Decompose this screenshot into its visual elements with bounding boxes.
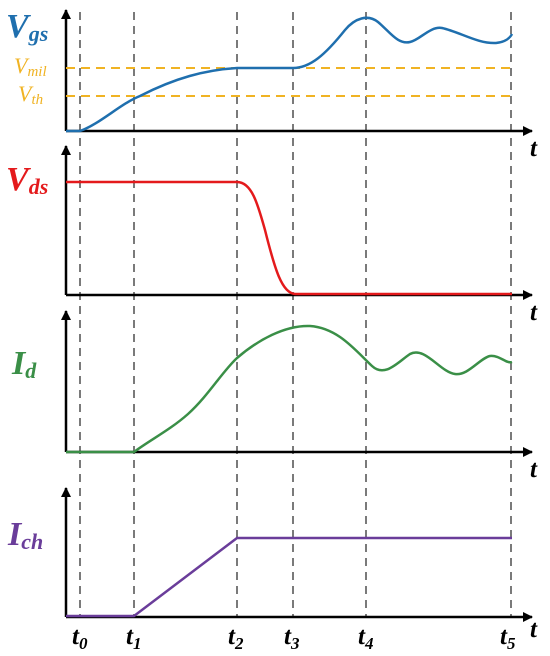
panel-vgs: Vgs Vmil Vth t [6, 8, 538, 162]
panel-ich: Ich t [7, 487, 538, 643]
ich-t-axis-label: t [530, 616, 538, 643]
t4-label: t4 [358, 623, 373, 653]
vth-label: Vth [18, 81, 43, 108]
id-t-axis-label: t [530, 456, 538, 483]
vgs-waveform [66, 16, 514, 133]
vgs-label: Vgs [6, 8, 48, 46]
id-label: Id [11, 345, 37, 383]
vds-waveform [66, 180, 512, 296]
vds-t-axis-label: t [530, 299, 538, 326]
panel-id: Id t [11, 310, 538, 483]
ich-waveform [66, 536, 512, 618]
vds-label: Vds [6, 161, 48, 199]
t0-label: t0 [72, 623, 88, 653]
t5-label: t5 [500, 623, 516, 653]
t3-label: t3 [284, 623, 300, 653]
t1-label: t1 [126, 623, 141, 653]
vgs-t-axis-label: t [530, 135, 538, 162]
time-marker-labels: t0 t1 t2 t3 t4 t5 [72, 623, 516, 653]
panel-vds: Vds t [6, 145, 538, 326]
vmil-label: Vmil [14, 53, 47, 80]
time-marker-lines [79, 12, 512, 618]
id-waveform [66, 324, 513, 454]
t2-label: t2 [228, 623, 244, 653]
ich-label: Ich [7, 516, 43, 554]
